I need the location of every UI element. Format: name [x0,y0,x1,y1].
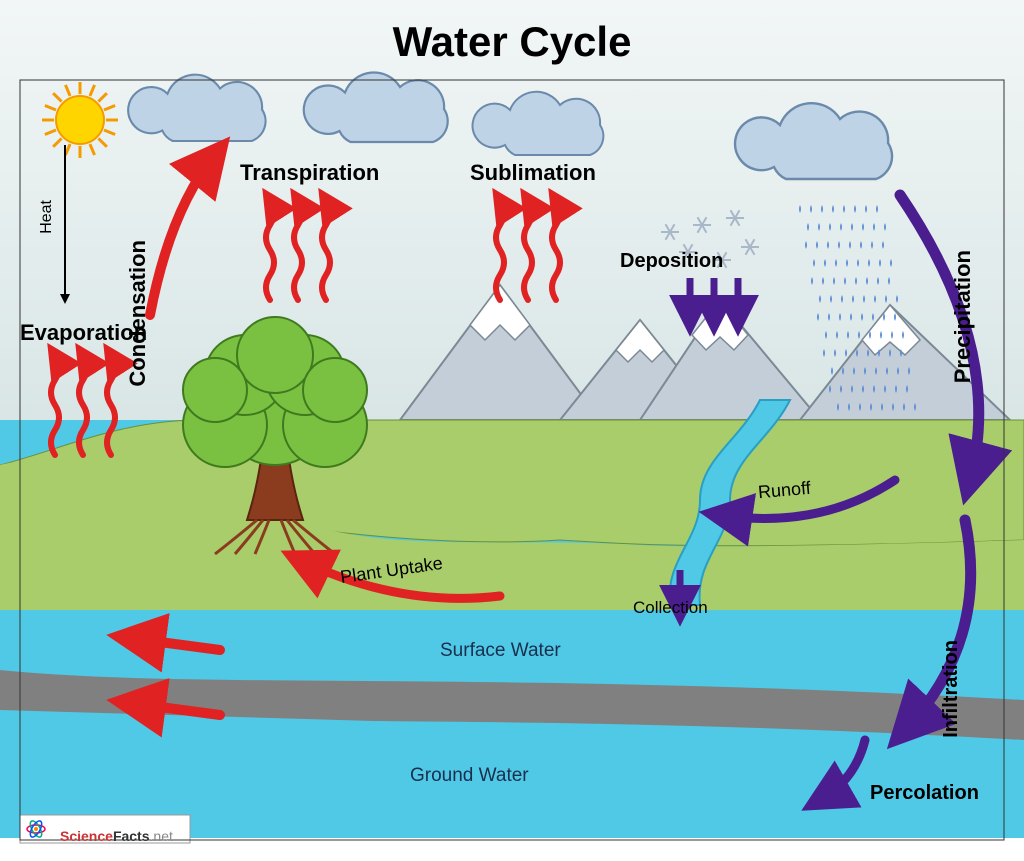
label-heat: Heat [38,200,56,234]
title: Water Cycle [0,18,1024,66]
label-percolation: Percolation [870,782,979,805]
label-ground-water: Ground Water [410,765,529,787]
label-collection: Collection [633,598,708,618]
label-infiltration: Infiltration [940,640,963,738]
label-attribution: ScienceFacts.net [60,828,173,844]
label-surface-water: Surface Water [440,640,561,662]
label-precipitation: Precipitation [950,250,976,383]
water-cycle-diagram: Water Cycle Heat CondensationEvaporation T… [0,0,1024,861]
sun-icon [56,96,104,144]
label-transpiration: Transpiration [240,160,379,186]
label-deposition: Deposition [620,250,723,273]
label-evaporation: Evaporation [20,320,147,346]
label-condensation: Condensation [125,240,151,387]
label-sublimation: Sublimation [470,160,596,186]
diagram-svg [0,0,1024,861]
